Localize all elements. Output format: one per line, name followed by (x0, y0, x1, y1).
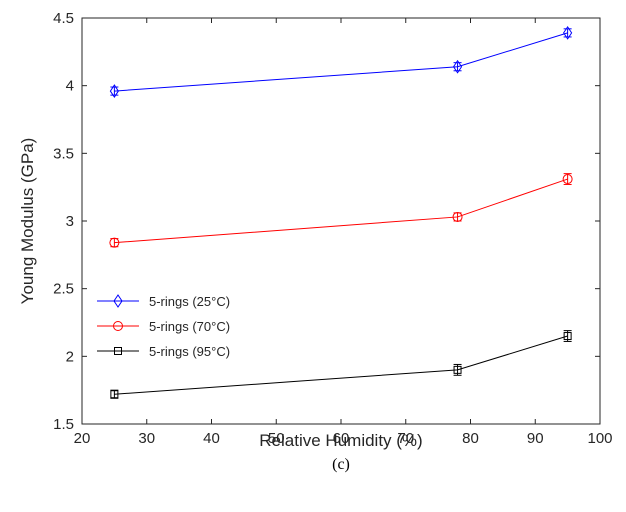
x-tick-label: 60 (333, 430, 350, 447)
y-tick-label: 4 (66, 78, 74, 95)
data-point (452, 211, 463, 222)
legend-marker (113, 294, 123, 308)
x-tick-label: 80 (462, 430, 479, 447)
legend-label: 5-rings (25°C) (149, 294, 230, 309)
y-tick-label: 3.5 (53, 145, 74, 162)
x-tick-label: 100 (587, 430, 612, 447)
data-point (563, 332, 572, 341)
legend-marker (113, 321, 123, 331)
series (109, 173, 573, 248)
y-tick-label: 1.5 (53, 416, 74, 433)
series-layer (109, 25, 573, 399)
x-tick-label: 50 (268, 430, 285, 447)
ticks-layer: 20 30 40 50 60 70 80 90 100 1.5 2 2.5 3 3.5 4 4.5 (53, 10, 612, 447)
x-tick-label: 40 (203, 430, 220, 447)
legend-item: 5-rings (95°C) (97, 344, 230, 359)
data-point (563, 25, 573, 40)
data-point (453, 365, 462, 374)
legend-label: 5-rings (70°C) (149, 319, 230, 334)
data-point (109, 237, 120, 248)
legend: 5-rings (25°C) 5-rings (70°C) 5-rings (95°… (97, 294, 230, 359)
data-point (109, 84, 119, 98)
x-tick-label: 20 (74, 430, 91, 447)
y-axis-label: Young Modulus (GPa) (18, 138, 37, 305)
data-point (452, 59, 463, 74)
y-tick-label: 2 (66, 348, 74, 365)
x-tick-label: 90 (527, 430, 544, 447)
legend-item: 5-rings (25°C) (97, 294, 230, 309)
series (109, 25, 573, 98)
x-tick-label: 70 (397, 430, 414, 447)
plot-area (82, 18, 600, 424)
legend-marker (114, 347, 122, 355)
y-tick-label: 2.5 (53, 281, 74, 298)
data-point (110, 390, 119, 399)
y-tick-label: 3 (66, 213, 74, 230)
x-tick-label: 30 (138, 430, 155, 447)
y-tick-label: 4.5 (53, 10, 74, 27)
figure-caption: (c) (332, 456, 350, 473)
series (110, 330, 572, 399)
x-axis-label: Relative Humidity (%) (259, 431, 422, 450)
data-point (562, 174, 573, 185)
legend-item: 5-rings (70°C) (97, 319, 230, 334)
legend-label: 5-rings (95°C) (149, 344, 230, 359)
